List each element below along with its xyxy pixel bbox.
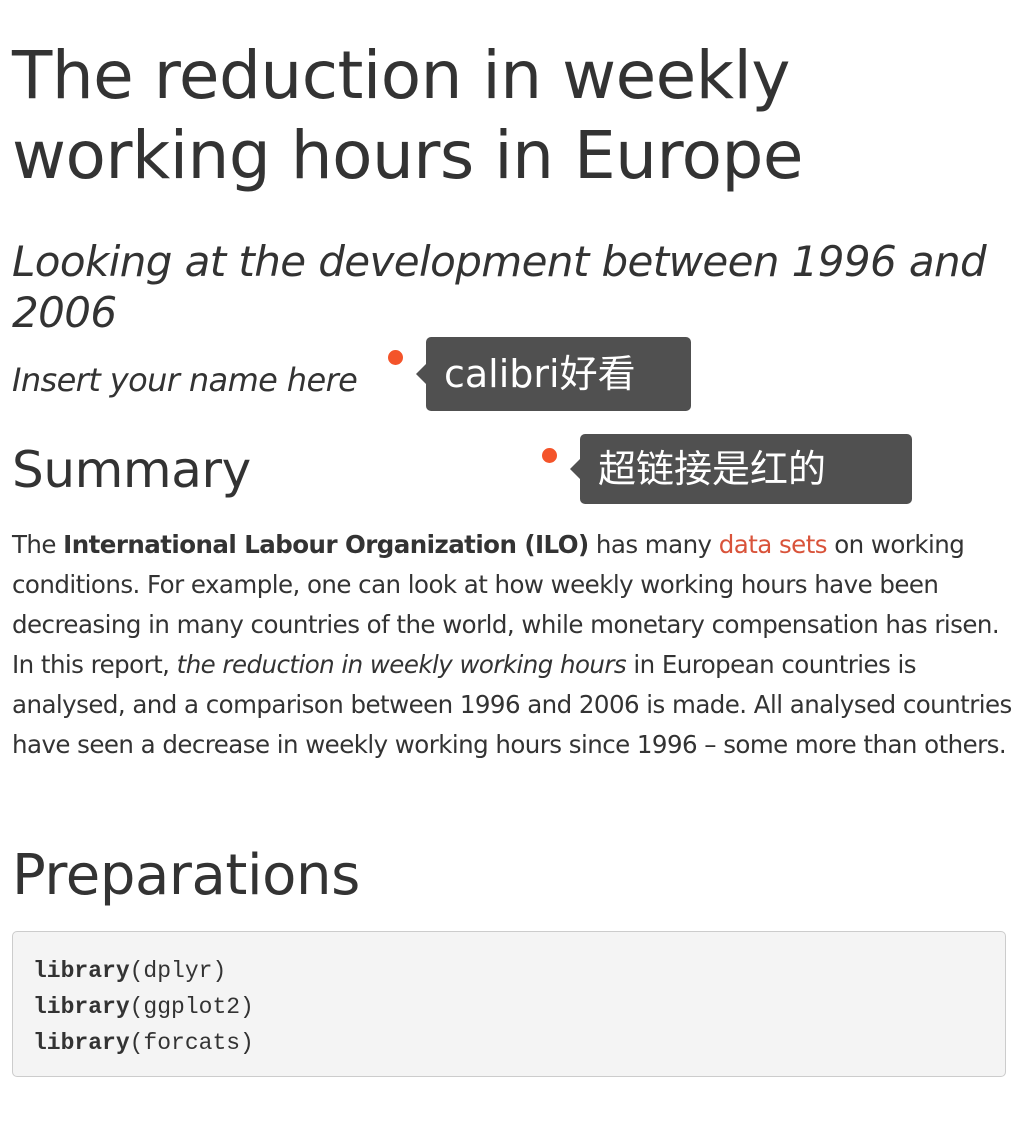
paragraph-text: The	[12, 530, 64, 559]
document-subtitle: Looking at the development between 1996 …	[12, 237, 987, 337]
data-sets-link[interactable]: data sets	[718, 530, 828, 559]
code-argument: (dplyr)	[129, 958, 227, 984]
code-block: library(dplyr) library(ggplot2) library(…	[12, 931, 1006, 1077]
code-line: library(forcats)	[33, 1025, 985, 1061]
paragraph-text: in European countries is analysed, and a…	[12, 650, 1012, 759]
author-line: Insert your name here	[12, 361, 358, 399]
summary-heading: Summary	[12, 441, 251, 499]
code-function: library	[33, 1030, 130, 1056]
summary-paragraph: The International Labour Organization (I…	[12, 525, 1017, 765]
code-line: library(ggplot2)	[33, 989, 985, 1025]
code-argument: (forcats)	[129, 1030, 254, 1056]
annotation-tooltip-link-color: 超链接是红的	[570, 434, 912, 504]
code-function: library	[33, 994, 130, 1020]
annotation-marker-dot[interactable]	[542, 448, 557, 463]
paragraph-text: on working conditions. For example, one …	[12, 530, 1000, 679]
preparations-heading: Preparations	[12, 843, 360, 908]
annotation-marker-dot[interactable]	[388, 350, 403, 365]
emphasis-text: the reduction in weekly working hours	[176, 650, 627, 679]
code-function: library	[33, 958, 130, 984]
annotation-tooltip-font: calibri好看	[416, 337, 691, 411]
code-argument: (ggplot2)	[129, 994, 254, 1020]
document-title: The reduction in weekly working hours in…	[12, 37, 804, 194]
code-line: library(dplyr)	[33, 953, 985, 989]
paragraph-text: has many	[588, 530, 719, 559]
ilo-bold-text: International Labour Organization (ILO)	[63, 530, 589, 559]
